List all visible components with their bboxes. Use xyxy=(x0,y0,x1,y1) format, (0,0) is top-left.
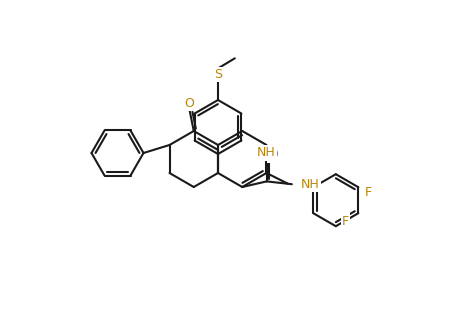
Text: F: F xyxy=(364,186,371,199)
Text: F: F xyxy=(342,215,349,228)
Text: O: O xyxy=(185,97,195,110)
Text: NH: NH xyxy=(301,178,320,191)
Text: S: S xyxy=(214,68,222,81)
Text: O: O xyxy=(269,148,278,162)
Text: NH: NH xyxy=(257,146,276,160)
